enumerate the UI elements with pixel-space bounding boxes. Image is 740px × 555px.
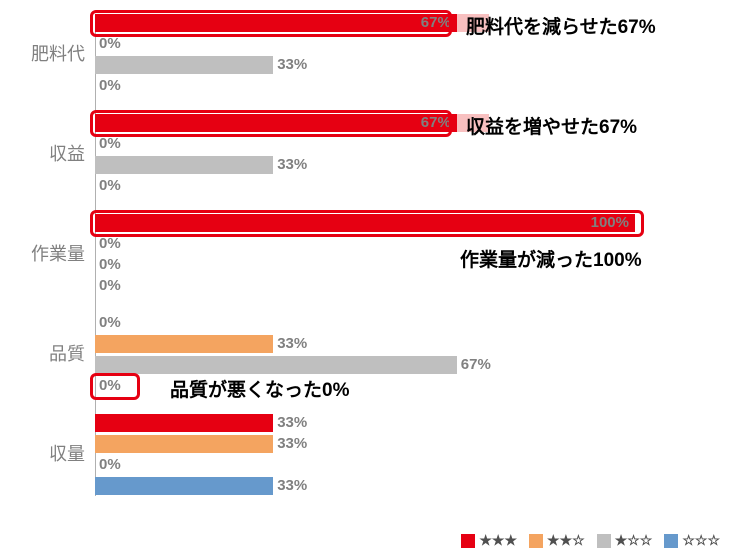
bar-value-label: 0% — [99, 177, 121, 195]
bar-row: 0% — [95, 177, 635, 195]
legend-item: ★☆☆ — [597, 532, 653, 549]
legend-label: ☆☆☆ — [682, 532, 720, 549]
legend-swatch — [529, 534, 543, 548]
callout-text: 肥料代を減らせた67% — [466, 12, 656, 39]
legend-label: ★★☆ — [547, 532, 585, 549]
bar-row: 0% — [95, 314, 635, 332]
bar-value-label: 67% — [461, 356, 491, 374]
bar-value-label: 0% — [99, 235, 121, 253]
callout-text: 収益を増やせた67% — [466, 112, 637, 139]
category-label: 収量 — [0, 440, 85, 466]
category-label: 肥料代 — [0, 40, 85, 66]
bar — [95, 477, 273, 495]
legend-swatch — [461, 534, 475, 548]
legend-item: ☆☆☆ — [664, 532, 720, 549]
bar-value-label: 0% — [99, 456, 121, 474]
bar-row: 0% — [95, 277, 635, 295]
grouped-horizontal-bar-chart: 肥料代67%0%33%0%収益67%0%33%0%作業量100%0%0%0%品質… — [0, 0, 740, 555]
category-label: 収益 — [0, 140, 85, 166]
bar-row: 33% — [95, 156, 635, 174]
callout-text: 品質が悪くなった0% — [170, 375, 349, 402]
bar-row: 0% — [95, 77, 635, 95]
bar-row: 33% — [95, 414, 635, 432]
bar — [95, 56, 273, 74]
bar — [95, 156, 273, 174]
callout-box — [90, 10, 452, 37]
bar-row: 33% — [95, 435, 635, 453]
bar-value-label: 0% — [99, 135, 121, 153]
bar-value-label: 33% — [277, 56, 307, 74]
legend-swatch — [664, 534, 678, 548]
bar-row: 33% — [95, 477, 635, 495]
legend-item: ★★★ — [461, 532, 517, 549]
bar — [95, 335, 273, 353]
legend-label: ★★★ — [479, 532, 517, 549]
bar — [95, 414, 273, 432]
bar-value-label: 33% — [277, 435, 307, 453]
legend: ★★★ ★★☆ ★☆☆ ☆☆☆ — [461, 532, 720, 549]
bar-value-label: 33% — [277, 477, 307, 495]
callout-box — [90, 210, 644, 237]
category-label: 作業量 — [0, 240, 85, 266]
bar — [95, 435, 273, 453]
bar-value-label: 33% — [277, 414, 307, 432]
bar-value-label: 33% — [277, 156, 307, 174]
category-label: 品質 — [0, 340, 85, 366]
callout-text: 作業量が減った100% — [460, 245, 642, 272]
bar — [95, 356, 457, 374]
bar-row: 0% — [95, 456, 635, 474]
bar-value-label: 0% — [99, 277, 121, 295]
legend-label: ★☆☆ — [615, 532, 653, 549]
bar-value-label: 0% — [99, 256, 121, 274]
legend-item: ★★☆ — [529, 532, 585, 549]
bar-row: 67% — [95, 356, 635, 374]
callout-box — [90, 373, 140, 400]
bar-row: 33% — [95, 56, 635, 74]
bar-row: 33% — [95, 335, 635, 353]
legend-swatch — [597, 534, 611, 548]
bar-value-label: 0% — [99, 314, 121, 332]
bar-value-label: 33% — [277, 335, 307, 353]
callout-box — [90, 110, 452, 137]
bar-value-label: 0% — [99, 35, 121, 53]
bar-value-label: 0% — [99, 77, 121, 95]
